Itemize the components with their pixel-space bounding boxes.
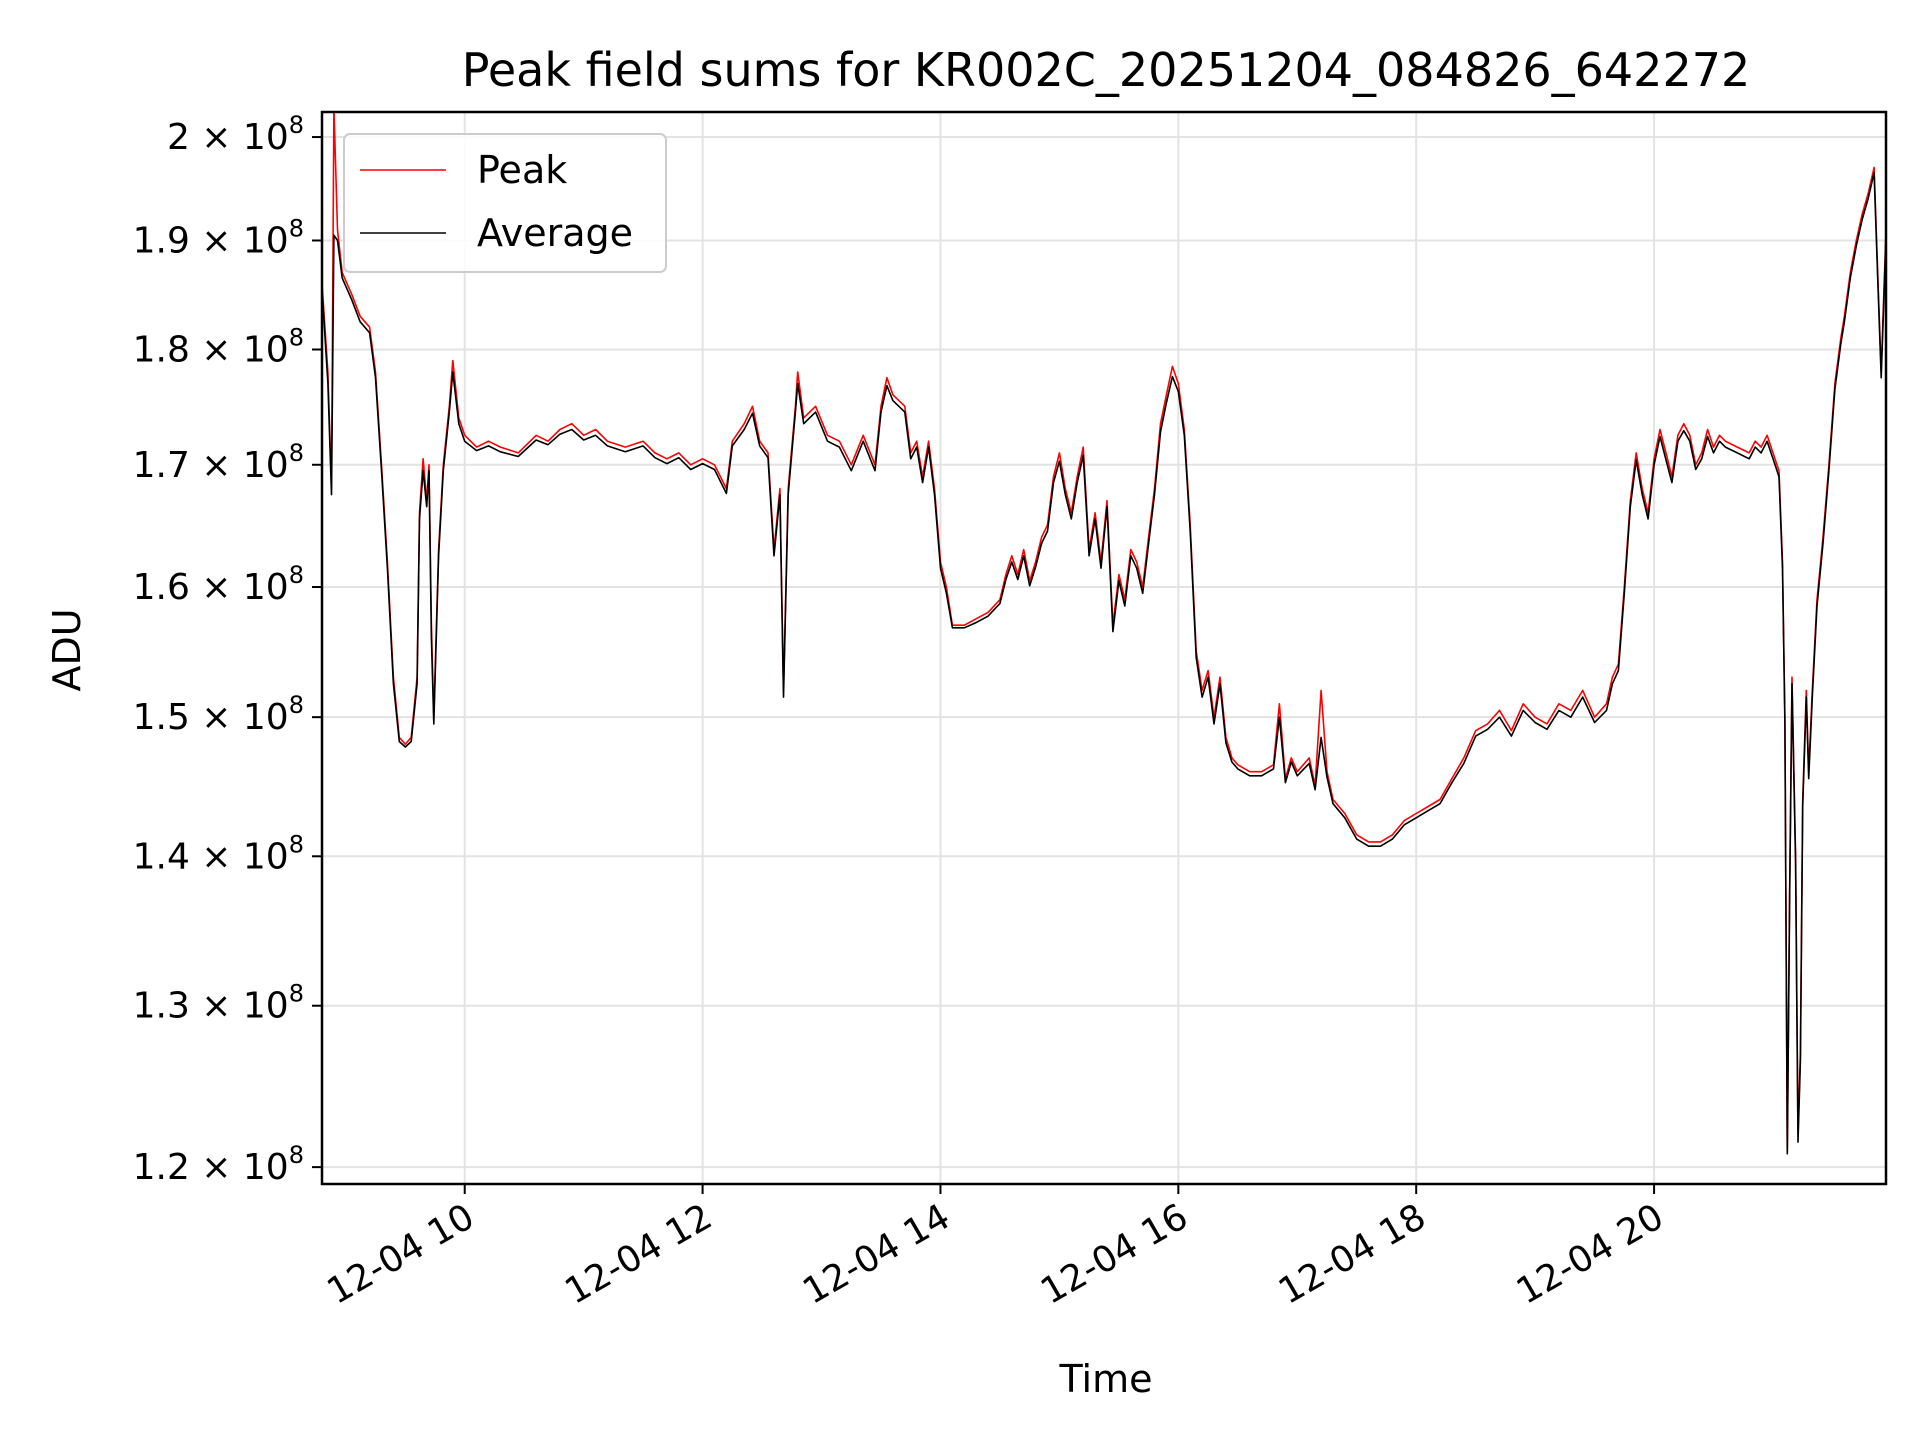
y-tick-label: 1.2 × 108 (133, 1141, 304, 1188)
y-tick-label: 1.4 × 108 (133, 830, 304, 877)
legend-average-label: Average (477, 211, 633, 255)
y-tick-label: 1.7 × 108 (133, 439, 304, 486)
legend: Peak Average (343, 133, 667, 273)
y-axis-ticks: 1.2 × 108 1.3 × 108 1.4 × 108 1.5 × 108 1.6 … (133, 111, 322, 1188)
plot-frame (320, 110, 1888, 1186)
series-layer (322, 112, 1886, 1155)
y-tick-label: 1.3 × 108 (133, 980, 304, 1027)
plot-area (322, 112, 1886, 1155)
y-tick-label: 1.6 × 108 (133, 561, 304, 608)
legend-box (343, 133, 667, 273)
legend-peak-label: Peak (477, 148, 567, 192)
y-tick-label: 1.9 × 108 (133, 214, 304, 261)
y-tick-label: 2 × 108 (167, 111, 304, 158)
x-axis-label: Time (1059, 1357, 1153, 1401)
series-line-average (322, 171, 1886, 1155)
y-tick-label: 1.5 × 108 (133, 691, 304, 738)
y-tick-label: 1.8 × 108 (133, 324, 304, 371)
chart-title: Peak field sums for KR002C_20251204_0848… (462, 43, 1751, 97)
y-axis-label: ADU (45, 608, 89, 691)
series-line-peak (322, 112, 1886, 1152)
